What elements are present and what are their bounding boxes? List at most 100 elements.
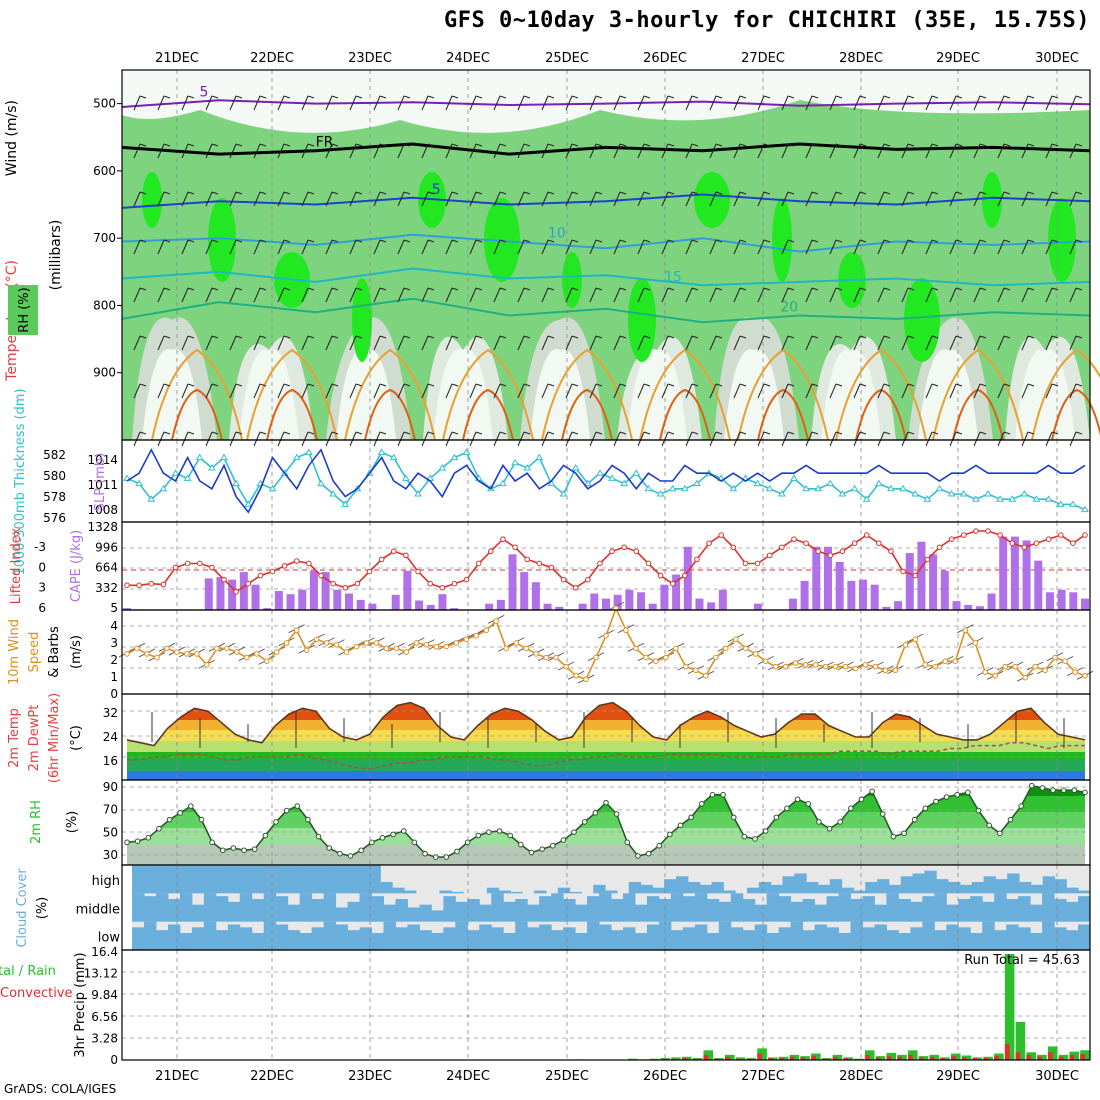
- wind-barb: [187, 239, 195, 243]
- thickness-series-point: [511, 458, 519, 466]
- wind10m-series-point: [852, 665, 859, 672]
- thickness-series-point: [389, 453, 398, 461]
- wind-barb: [133, 239, 141, 255]
- cloud-high-bar: [297, 865, 310, 894]
- cloud-high-bar: [747, 887, 760, 894]
- wind-barb: [325, 287, 333, 303]
- lifted-index-series-point: [487, 548, 494, 555]
- wind-barb: [613, 239, 621, 255]
- lifted-index-series-point: [148, 580, 155, 587]
- cloud-high-bar: [155, 865, 168, 894]
- wind-barb: [259, 383, 267, 387]
- wind-barb: [619, 191, 627, 195]
- precip-total-bar: [843, 1057, 853, 1060]
- temp-label-3: (6hr Min/Max): [47, 693, 62, 783]
- date-label-bottom: 27DEC: [741, 1069, 785, 1084]
- wind-barb: [589, 239, 597, 255]
- wind-barb: [613, 383, 621, 399]
- wind10m-series-point: [1012, 663, 1018, 670]
- date-label-top: 29DEC: [936, 51, 980, 66]
- wind-barb: [139, 383, 147, 387]
- wind-barb: [403, 95, 411, 99]
- wind-barb: [733, 287, 741, 303]
- cloud-high-bar: [593, 884, 606, 894]
- wind-barb: [259, 335, 267, 339]
- wind-barb: [733, 239, 741, 255]
- wind-barb: [859, 431, 867, 435]
- wind-barb: [253, 95, 261, 111]
- wind-tick: 0: [110, 687, 118, 701]
- wind-barb: [445, 143, 453, 159]
- wind-barb: [547, 143, 555, 147]
- wind-barb: [421, 143, 429, 159]
- wind-barb: [187, 335, 195, 339]
- wind-barb: [547, 431, 555, 435]
- wind-barb: [781, 335, 789, 351]
- wind-barb: [475, 335, 483, 339]
- wind-barb: [619, 335, 627, 339]
- wind-barb: [499, 143, 507, 147]
- wind-barb: [979, 431, 987, 435]
- rh2m-series-point: [241, 847, 247, 854]
- wind10m-series-point: [583, 676, 589, 683]
- precip-convective-bar: [886, 1056, 892, 1060]
- wind-barb: [355, 191, 363, 195]
- thickness-series-point: [947, 490, 956, 497]
- cape-bar: [894, 601, 903, 610]
- rh2m-series-point: [549, 842, 556, 849]
- lifted-index-series-point: [973, 528, 979, 534]
- cape-bar: [660, 584, 669, 610]
- temperature-band: [127, 741, 1085, 752]
- cape-tick: 1328: [87, 520, 118, 534]
- wind-barb: [541, 431, 549, 447]
- wind-barb: [1051, 383, 1059, 387]
- rh2m-series-point: [390, 831, 396, 838]
- wind-barb: [253, 383, 261, 399]
- cloud-high-bar: [699, 884, 713, 894]
- rh2m-series-point: [997, 830, 1003, 837]
- wind-barb: [973, 95, 981, 111]
- wind-barb: [877, 95, 885, 111]
- rh2m-series-point: [432, 854, 439, 860]
- rh2m-series-point: [1028, 782, 1035, 789]
- wind10m-series-point: [812, 662, 819, 668]
- date-label-bottom: 23DEC: [348, 1069, 392, 1084]
- wind-barb: [451, 383, 459, 387]
- wind-barb: [139, 431, 147, 435]
- wind-barb: [547, 383, 555, 387]
- wind-barb: [835, 287, 843, 291]
- wind-barb: [571, 191, 579, 195]
- wind-barb: [469, 287, 477, 303]
- rh-tick: 70: [103, 803, 118, 817]
- cloud-high-bar: [959, 884, 973, 894]
- precip-convective-bar: [832, 1056, 838, 1060]
- wind-barb: [211, 239, 219, 243]
- wind-barb: [499, 191, 507, 195]
- rh-band: [530, 349, 590, 440]
- wind-barb: [181, 143, 189, 159]
- wind-barb: [955, 383, 963, 387]
- chart-title: GFS 0~10day 3-hourly for CHICHIRI (35E, …: [443, 8, 1090, 33]
- cloud-middle-bar: [1018, 896, 1031, 922]
- wind-barb: [157, 191, 165, 207]
- wind-barb: [373, 191, 381, 207]
- wind-barb: [1027, 287, 1035, 291]
- wind-barb: [445, 239, 453, 255]
- cape-bar: [1057, 589, 1066, 610]
- thickness-series-point: [959, 490, 968, 497]
- lifted-index-series-point: [609, 548, 615, 555]
- lifted-index-series-point: [390, 548, 397, 555]
- wind-barb: [355, 431, 363, 435]
- precip-frame: [121, 949, 1091, 1061]
- wind-barb: [619, 95, 627, 99]
- wind-barb: [853, 335, 861, 351]
- wind-barb: [691, 95, 699, 99]
- cloud-low-bar: [263, 921, 277, 950]
- wind-barb: [565, 95, 573, 111]
- wind-barb: [637, 287, 645, 303]
- cloud-low-bar: [191, 927, 205, 950]
- wind-barb: [685, 143, 693, 159]
- wind-barb: [475, 431, 483, 435]
- wind-barb: [379, 143, 387, 147]
- wind-barb: [157, 95, 165, 111]
